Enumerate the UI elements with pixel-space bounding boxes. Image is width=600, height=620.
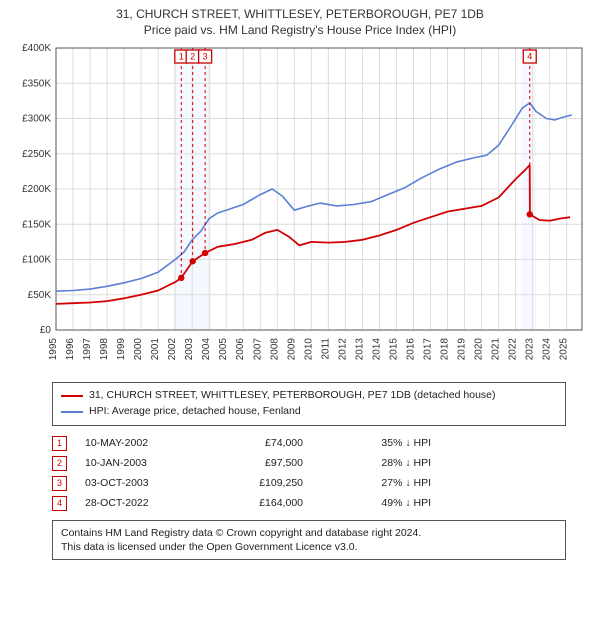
sale-marker-icon: 3 <box>52 476 67 491</box>
svg-text:3: 3 <box>203 52 208 62</box>
sale-price: £97,500 <box>213 454 303 474</box>
svg-text:2002: 2002 <box>167 338 178 361</box>
legend-label: HPI: Average price, detached house, Fenl… <box>89 404 301 420</box>
svg-text:1998: 1998 <box>99 338 110 361</box>
legend: 31, CHURCH STREET, WHITTLESEY, PETERBORO… <box>52 382 566 426</box>
svg-text:£50K: £50K <box>28 290 52 301</box>
svg-text:2001: 2001 <box>150 338 161 361</box>
svg-text:2017: 2017 <box>422 338 433 361</box>
svg-text:2008: 2008 <box>269 338 280 361</box>
svg-text:2022: 2022 <box>508 338 519 361</box>
svg-text:2009: 2009 <box>286 338 297 361</box>
svg-text:2023: 2023 <box>525 338 536 361</box>
sale-date: 03-OCT-2003 <box>85 474 195 494</box>
svg-text:1997: 1997 <box>82 338 93 361</box>
line-chart: £0 £50K £100K £150K £200K £250K £300K £350K £400… <box>10 44 590 372</box>
sale-pct: 35% ↓ HPI <box>321 434 431 454</box>
svg-text:2013: 2013 <box>354 338 365 361</box>
svg-text:2011: 2011 <box>320 338 331 360</box>
sale-price: £109,250 <box>213 474 303 494</box>
sale-marker-icon: 4 <box>52 496 67 511</box>
svg-text:1995: 1995 <box>48 338 59 361</box>
sale-pct: 49% ↓ HPI <box>321 494 431 514</box>
legend-swatch <box>61 395 83 397</box>
svg-text:2005: 2005 <box>218 338 229 361</box>
svg-text:1: 1 <box>179 52 184 62</box>
svg-text:1999: 1999 <box>116 338 127 361</box>
legend-swatch <box>61 411 83 413</box>
svg-text:4: 4 <box>527 52 532 62</box>
sales-table: 1 10-MAY-2002 £74,000 35% ↓ HPI 2 10-JAN-2003… <box>52 434 566 514</box>
svg-text:£250K: £250K <box>22 149 51 160</box>
svg-text:£350K: £350K <box>22 79 51 90</box>
svg-text:2018: 2018 <box>440 338 451 361</box>
svg-text:£300K: £300K <box>22 114 51 125</box>
svg-text:2003: 2003 <box>184 338 195 361</box>
svg-text:2010: 2010 <box>303 338 314 361</box>
svg-text:2020: 2020 <box>474 338 485 361</box>
legend-item: HPI: Average price, detached house, Fenl… <box>61 404 557 420</box>
sale-date: 28-OCT-2022 <box>85 494 195 514</box>
svg-text:2021: 2021 <box>491 338 502 361</box>
sale-row: 2 10-JAN-2003 £97,500 28% ↓ HPI <box>52 454 566 474</box>
svg-text:2016: 2016 <box>405 338 416 361</box>
svg-text:2015: 2015 <box>388 338 399 361</box>
svg-text:2024: 2024 <box>542 338 553 361</box>
svg-text:£200K: £200K <box>22 184 51 195</box>
svg-text:£150K: £150K <box>22 220 51 231</box>
svg-text:2019: 2019 <box>457 338 468 361</box>
svg-text:2: 2 <box>190 52 195 62</box>
chart-subtitle: Price paid vs. HM Land Registry's House … <box>10 22 590 38</box>
sale-marker-icon: 1 <box>52 436 67 451</box>
svg-text:2014: 2014 <box>371 338 382 361</box>
sale-marker-icon: 2 <box>52 456 67 471</box>
svg-text:2006: 2006 <box>235 338 246 361</box>
sale-row: 4 28-OCT-2022 £164,000 49% ↓ HPI <box>52 494 566 514</box>
sale-date: 10-MAY-2002 <box>85 434 195 454</box>
svg-text:2004: 2004 <box>201 338 212 361</box>
legend-label: 31, CHURCH STREET, WHITTLESEY, PETERBORO… <box>89 388 496 404</box>
sale-date: 10-JAN-2003 <box>85 454 195 474</box>
svg-text:1996: 1996 <box>65 338 76 361</box>
svg-text:2025: 2025 <box>559 338 570 361</box>
attribution: Contains HM Land Registry data © Crown c… <box>52 520 566 560</box>
svg-text:2012: 2012 <box>337 338 348 361</box>
sale-row: 1 10-MAY-2002 £74,000 35% ↓ HPI <box>52 434 566 454</box>
sale-row: 3 03-OCT-2003 £109,250 27% ↓ HPI <box>52 474 566 494</box>
chart-container: 31, CHURCH STREET, WHITTLESEY, PETERBORO… <box>0 0 600 570</box>
sale-pct: 28% ↓ HPI <box>321 454 431 474</box>
chart-title-block: 31, CHURCH STREET, WHITTLESEY, PETERBORO… <box>10 6 590 38</box>
sale-pct: 27% ↓ HPI <box>321 474 431 494</box>
svg-text:£0: £0 <box>40 325 52 336</box>
svg-text:£400K: £400K <box>22 44 51 54</box>
svg-text:2007: 2007 <box>252 338 263 361</box>
sale-price: £74,000 <box>213 434 303 454</box>
attribution-line: Contains HM Land Registry data © Crown c… <box>61 526 557 540</box>
svg-text:2000: 2000 <box>133 338 144 361</box>
sale-price: £164,000 <box>213 494 303 514</box>
attribution-line: This data is licensed under the Open Gov… <box>61 540 557 554</box>
legend-item: 31, CHURCH STREET, WHITTLESEY, PETERBORO… <box>61 388 557 404</box>
chart-title: 31, CHURCH STREET, WHITTLESEY, PETERBORO… <box>10 6 590 22</box>
svg-text:£100K: £100K <box>22 255 51 266</box>
